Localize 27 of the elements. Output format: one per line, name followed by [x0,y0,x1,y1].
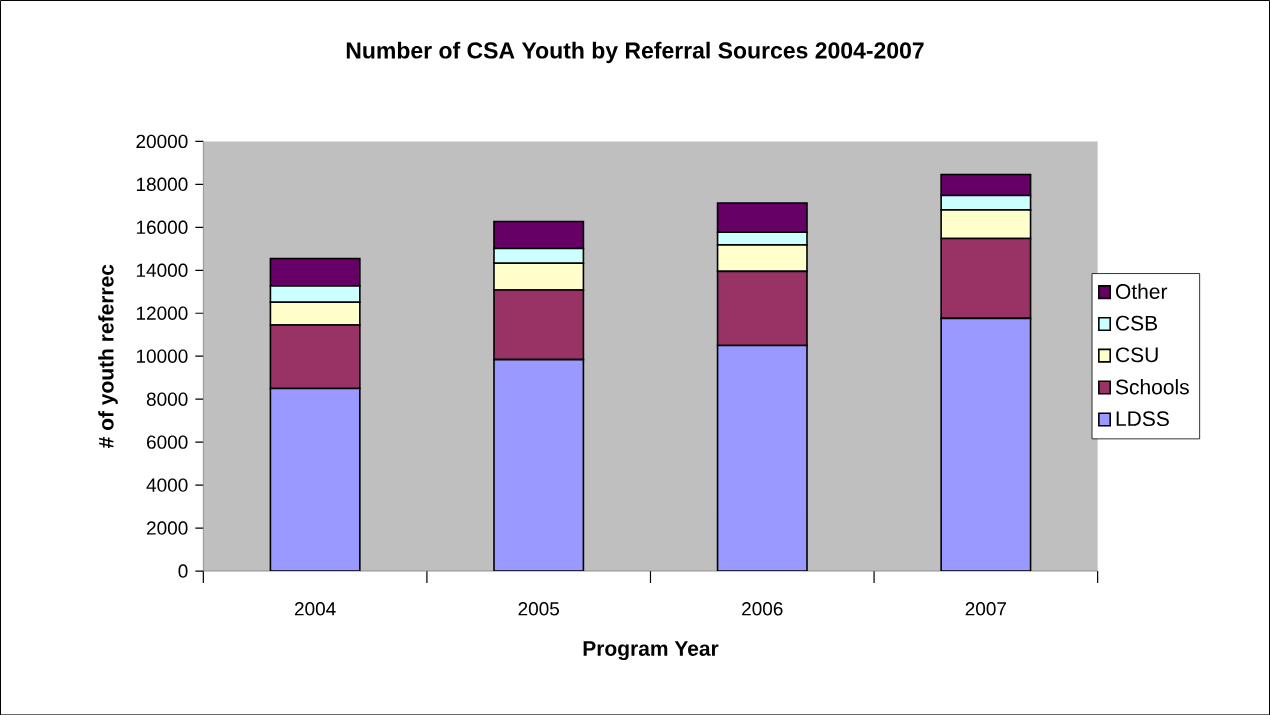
y-tick-label: 0 [178,564,188,578]
y-tick-label: 2000 [146,521,188,535]
x-tick-label: 2005 [518,601,560,616]
y-tick-label: 4000 [146,478,188,492]
legend-label: CSB [1116,315,1158,331]
bar [269,387,361,571]
bar [493,358,585,571]
x-axis-title: Program Year [583,641,719,660]
legend-label: Other [1116,283,1168,299]
y-tick-label: 10000 [136,349,188,363]
chart-title: Number of CSA Youth by Referral Sources 2004-2007 [346,41,924,63]
legend-label: LDSS [1116,411,1169,426]
y-tick-label: 6000 [147,435,188,449]
y-axis-title: # of youth referrec [98,264,118,448]
y-tick-label: 20000 [136,134,188,148]
bar [716,344,808,571]
x-tick-label: 2004 [294,601,336,616]
x-tick-label: 2006 [742,601,783,616]
y-tick-label: 12000 [136,306,188,320]
y-tick-label: 18000 [136,177,188,191]
x-tick-label: 2007 [965,601,1007,616]
legend-label: Schools [1115,378,1189,395]
bar [940,317,1032,571]
y-tick-label: 16000 [136,220,188,234]
y-tick-label: 14000 [136,263,188,277]
y-tick-label: 8000 [146,392,188,406]
legend-label: CSU [1116,347,1158,363]
